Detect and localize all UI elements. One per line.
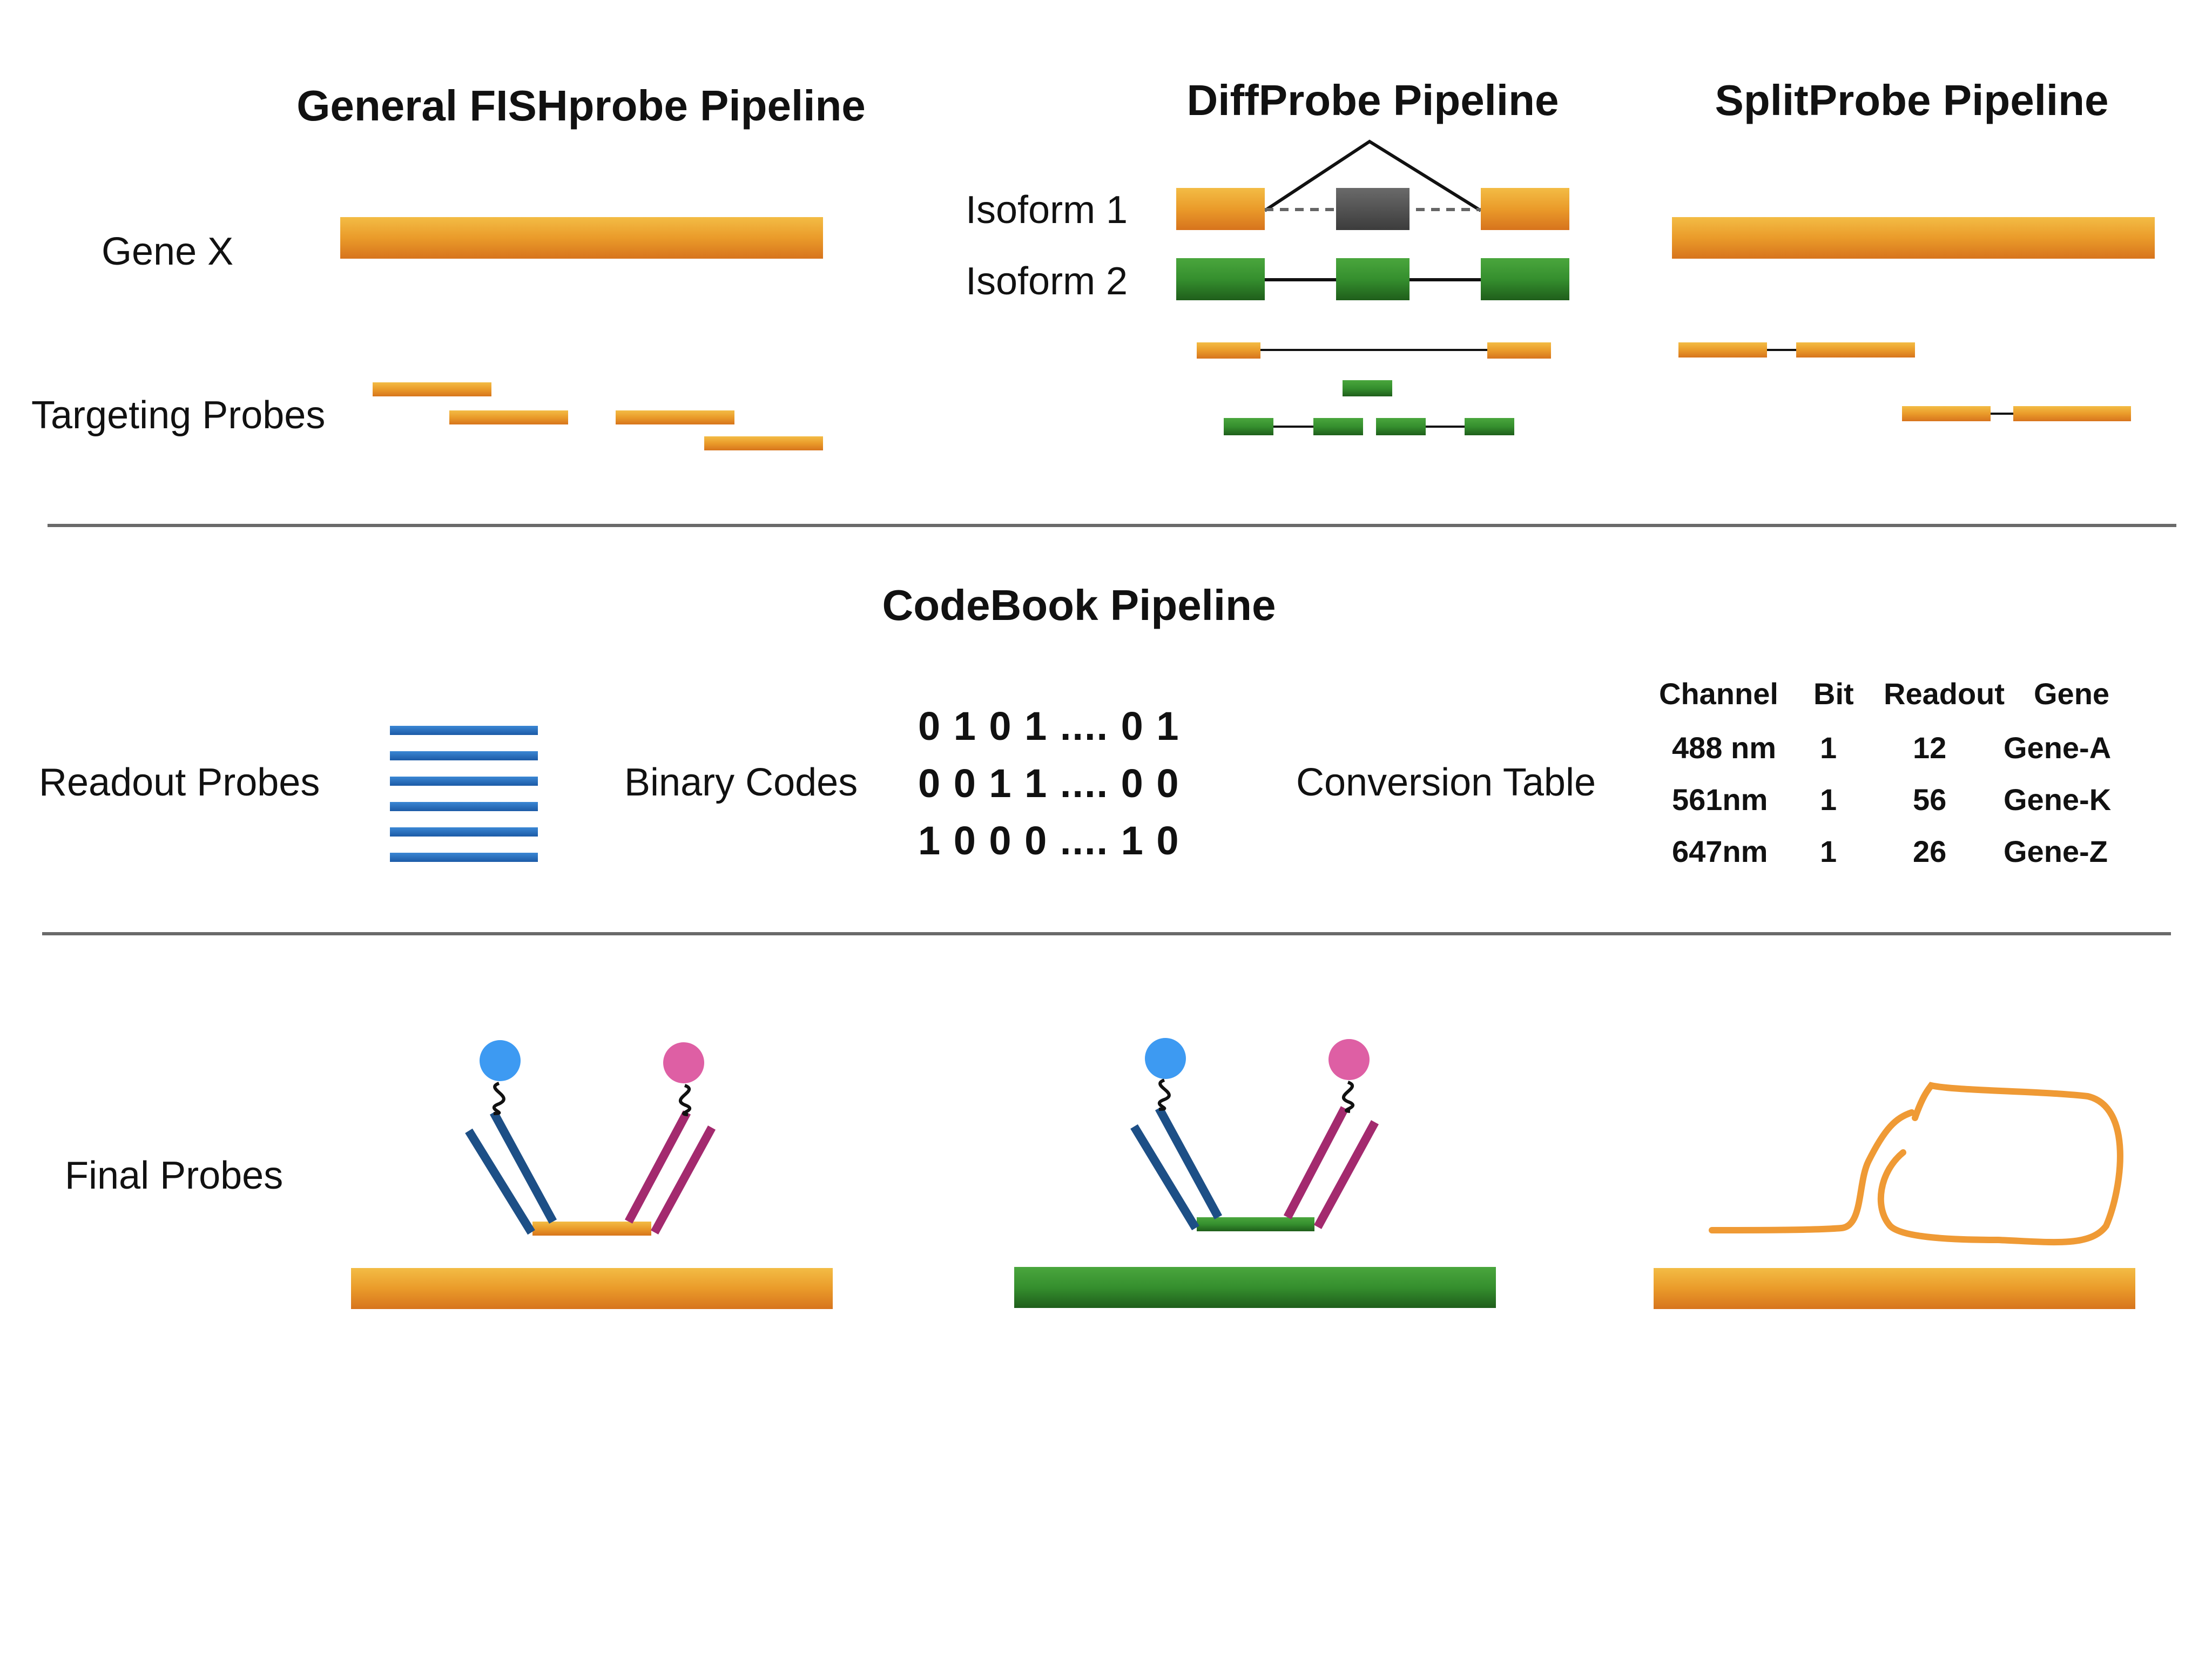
readout-probe bbox=[390, 726, 538, 735]
table-cell: 12 bbox=[1913, 731, 1947, 765]
fluorophore-pink bbox=[1328, 1039, 1370, 1080]
readout-probe-stem bbox=[1130, 1124, 1199, 1231]
readout-probe bbox=[390, 751, 538, 760]
binary-codes-label: Binary Codes bbox=[624, 761, 858, 804]
readout-probe-stem bbox=[489, 1110, 557, 1224]
table-cell: 1 bbox=[1820, 783, 1837, 817]
split-probe-half bbox=[1902, 406, 1991, 421]
readout-probe bbox=[390, 777, 538, 786]
split-gene-bar bbox=[1672, 217, 2155, 259]
diff-probe-isoform1 bbox=[1487, 342, 1551, 359]
readout-probe bbox=[390, 802, 538, 811]
fluorophore-linker bbox=[492, 1082, 505, 1115]
isoform2-exon bbox=[1481, 258, 1569, 300]
targeting-probes-label: Targeting Probes bbox=[31, 394, 326, 437]
readout-probe-stem bbox=[465, 1128, 535, 1235]
isoform1-exon bbox=[1176, 188, 1265, 230]
gene-x-label: Gene X bbox=[102, 230, 234, 273]
diff-probe-isoform2 bbox=[1376, 418, 1426, 435]
diff-probe-isoform2-exon bbox=[1343, 380, 1392, 396]
isoform2-exon bbox=[1336, 258, 1410, 300]
split-probe-loop bbox=[1709, 1109, 1915, 1233]
isoform2-exon bbox=[1176, 258, 1265, 300]
isoform1-exon bbox=[1481, 188, 1569, 230]
fluorophore-blue bbox=[1145, 1038, 1186, 1079]
codebook-pipeline-title: CodeBook Pipeline bbox=[882, 581, 1276, 629]
split-probe-half bbox=[1796, 342, 1915, 358]
diffprobe-pipeline-title: DiffProbe Pipeline bbox=[1186, 76, 1559, 124]
split-probe-half bbox=[1678, 342, 1767, 358]
table-cell: 647nm bbox=[1672, 834, 1768, 868]
readout-probe-stem bbox=[1283, 1106, 1349, 1219]
diff-probe-isoform2 bbox=[1465, 418, 1514, 435]
table-cell: 1 bbox=[1820, 834, 1837, 868]
final-gene-bar bbox=[351, 1268, 833, 1309]
split-probe-loop bbox=[1877, 1082, 2123, 1246]
final-targeting-probe bbox=[532, 1222, 651, 1236]
targeting-probe bbox=[616, 410, 734, 424]
binary-code-row: 0 1 0 1 .... 0 1 bbox=[918, 704, 1180, 748]
fluorophore-blue bbox=[480, 1040, 521, 1081]
table-header: Readout bbox=[1884, 677, 2005, 711]
table-cell: 488 nm bbox=[1672, 731, 1776, 765]
fluorophore-linker bbox=[1157, 1078, 1171, 1111]
final-diff-probe bbox=[1197, 1217, 1314, 1231]
table-cell: Gene-Z bbox=[2004, 834, 2108, 868]
binary-code-row: 0 0 1 1 .... 0 0 bbox=[918, 761, 1180, 806]
final-isoform-bar bbox=[1014, 1267, 1496, 1308]
fluorophore-pink bbox=[663, 1042, 704, 1083]
table-cell: 561nm bbox=[1672, 783, 1768, 817]
isoform1-label: Isoform 1 bbox=[966, 188, 1128, 232]
isoform2-label: Isoform 2 bbox=[966, 260, 1128, 303]
isoform1-skipped-exon bbox=[1336, 188, 1410, 230]
table-cell: Gene-A bbox=[2004, 731, 2112, 765]
fluorophore-linker bbox=[1342, 1081, 1354, 1113]
table-header: Channel bbox=[1659, 677, 1778, 711]
fluorophore-linker bbox=[679, 1084, 691, 1116]
general-pipeline-title: General FISHprobe Pipeline bbox=[296, 82, 866, 130]
table-header: Bit bbox=[1813, 677, 1854, 711]
diff-probe-isoform1 bbox=[1197, 342, 1260, 359]
splitprobe-pipeline-title: SplitProbe Pipeline bbox=[1715, 76, 2109, 124]
table-cell: Gene-K bbox=[2004, 783, 2112, 817]
split-probe-half bbox=[2013, 406, 2131, 421]
splice-junction-line bbox=[1264, 139, 1482, 212]
targeting-probe bbox=[373, 382, 491, 396]
readout-probe-stem bbox=[1155, 1106, 1223, 1219]
final-split-gene-bar bbox=[1654, 1268, 2135, 1309]
binary-code-row: 1 0 0 0 .... 1 0 bbox=[918, 818, 1180, 863]
readout-probe-stem bbox=[624, 1110, 691, 1224]
readout-probe-stem bbox=[1313, 1120, 1379, 1229]
table-header: Gene bbox=[2034, 677, 2110, 711]
targeting-probe bbox=[449, 410, 568, 424]
readout-probe-stem bbox=[650, 1125, 716, 1235]
readout-probe bbox=[390, 827, 538, 837]
final-probes-label: Final Probes bbox=[65, 1154, 284, 1197]
table-cell: 26 bbox=[1913, 834, 1947, 868]
diff-probe-isoform2 bbox=[1224, 418, 1273, 435]
targeting-probe bbox=[704, 436, 823, 450]
readout-probe bbox=[390, 853, 538, 862]
conversion-table-label: Conversion Table bbox=[1296, 761, 1596, 804]
readout-probes-label: Readout Probes bbox=[39, 761, 320, 804]
table-cell: 1 bbox=[1820, 731, 1837, 765]
table-cell: 56 bbox=[1913, 783, 1947, 817]
gene-x-bar bbox=[340, 217, 823, 259]
diff-probe-isoform2 bbox=[1313, 418, 1363, 435]
